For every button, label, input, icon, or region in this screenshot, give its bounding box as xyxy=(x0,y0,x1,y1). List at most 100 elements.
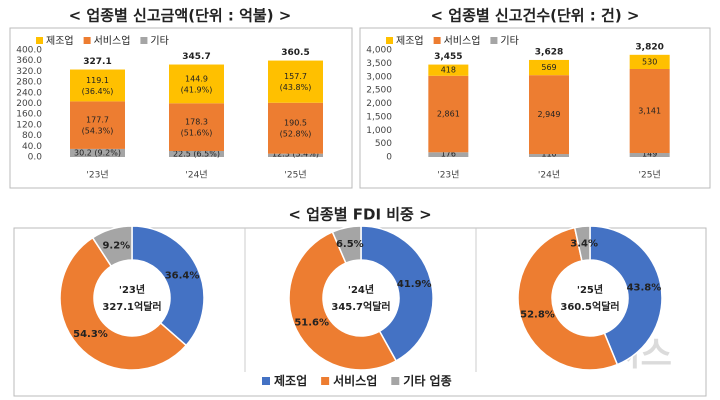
y-tick-label: 40.0 xyxy=(22,142,42,152)
donut-segment xyxy=(131,225,205,347)
bar-segment xyxy=(268,102,323,154)
value-label-line: (36.4%) xyxy=(82,86,114,95)
y-tick-label: 80.0 xyxy=(22,131,42,141)
donut-segment xyxy=(331,225,362,265)
center-title: '25년 xyxy=(577,283,603,296)
bar-segment xyxy=(529,154,569,157)
y-tick-label: 160.0 xyxy=(16,110,42,120)
x-tick-label: '24년 xyxy=(185,170,207,181)
bar-segment xyxy=(629,68,670,154)
donut-segment xyxy=(288,230,398,371)
value-label: 12.3 (3.4%) xyxy=(272,150,319,159)
value-label-line: 177.7 xyxy=(86,115,109,124)
x-tick-label: '25년 xyxy=(639,170,661,181)
value-label: 54.3% xyxy=(73,329,108,340)
value-label: 149 xyxy=(642,150,657,159)
center-label: 327.1억달러 xyxy=(102,300,161,313)
bar-segment xyxy=(70,148,125,157)
value-label-line: 178.3 xyxy=(185,117,208,126)
value-label-line: (43.8%) xyxy=(280,83,312,92)
legend-swatch xyxy=(36,37,43,44)
chart-title: < 업종별 신고금액(단위 : 억불) > xyxy=(69,7,292,25)
bar-segment xyxy=(529,75,569,155)
value-label: 530 xyxy=(642,57,657,66)
donut-segment xyxy=(59,236,188,371)
bar-segment xyxy=(428,64,469,76)
value-label: 9.2% xyxy=(102,240,130,251)
total-label: 327.1 xyxy=(83,57,111,67)
donut-segment xyxy=(360,225,434,362)
bar-segment xyxy=(70,101,125,149)
legend-swatch xyxy=(140,37,148,44)
bar-segment xyxy=(169,150,224,157)
bar-segment xyxy=(629,153,670,157)
value-label-line: (54.3%) xyxy=(82,126,114,135)
value-label: 30.2 (9.2%) xyxy=(74,148,121,157)
total-label: 3,820 xyxy=(635,42,663,52)
legend-label: 서비스업 xyxy=(94,34,131,47)
y-tick-label: 4,000 xyxy=(366,46,392,56)
total-label: 3,628 xyxy=(535,47,563,57)
value-label: 569 xyxy=(541,63,556,72)
value-label-line: (51.6%) xyxy=(181,128,213,137)
bar-segment xyxy=(428,152,469,157)
donut-segment xyxy=(517,226,619,371)
legend-label: 제조업 xyxy=(274,374,307,388)
value-label: 43.8% xyxy=(627,282,662,293)
legend-swatch xyxy=(83,37,91,44)
section-title: < 업종별 FDI 비중 > xyxy=(288,206,431,224)
value-label: 41.9% xyxy=(397,279,432,290)
chart-title: < 업종별 신고건수(단위 : 건) > xyxy=(431,7,640,25)
bar-segment xyxy=(629,54,670,69)
value-label: 178.3 (51.6%) xyxy=(181,117,213,137)
bar-segment xyxy=(268,60,323,103)
bar-segment xyxy=(428,75,469,153)
value-label: 3.4% xyxy=(570,238,598,249)
total-label: 3,455 xyxy=(434,52,462,62)
legend-label: 기타 xyxy=(150,35,168,47)
legend-swatch xyxy=(262,377,270,385)
legend-label: 제조업 xyxy=(396,34,424,47)
value-label: 144.9 (41.9%) xyxy=(181,74,213,94)
x-tick-label: '23년 xyxy=(437,170,459,181)
value-label: 2,949 xyxy=(538,110,561,119)
center-title: '24년 xyxy=(348,283,374,296)
y-tick-label: 2,000 xyxy=(366,99,392,109)
y-tick-label: 3,000 xyxy=(366,72,392,82)
legend-label: 서비스업 xyxy=(444,34,481,47)
y-tick-label: 240.0 xyxy=(16,88,42,98)
value-label-line: 157.7 xyxy=(284,72,307,81)
value-label: 22.5 (6.5%) xyxy=(173,149,220,158)
total-label: 360.5 xyxy=(281,48,309,58)
legend-label: 서비스업 xyxy=(333,373,377,388)
value-label: 52.8% xyxy=(520,309,555,320)
y-tick-label: 1,500 xyxy=(366,112,392,122)
legend-swatch xyxy=(433,37,441,44)
bar-segment xyxy=(70,69,125,102)
bar-segment xyxy=(169,103,224,151)
x-tick-label: '25년 xyxy=(284,170,306,181)
y-tick-label: 2,500 xyxy=(366,86,392,96)
legend-label: 기타 xyxy=(500,35,518,47)
center-label: 345.7억달러 xyxy=(331,300,390,313)
bar-segment xyxy=(169,64,224,104)
y-tick-label: 120.0 xyxy=(16,120,42,130)
value-label: 177.7 (54.3%) xyxy=(82,115,114,135)
y-tick-label: 3,500 xyxy=(366,59,392,69)
y-tick-label: 360.0 xyxy=(16,56,42,66)
donut-segment xyxy=(589,225,663,366)
y-tick-label: 0 xyxy=(386,153,392,163)
center-title: '23년 xyxy=(119,283,145,296)
bar-segment xyxy=(268,153,323,157)
value-label: 2,861 xyxy=(437,110,460,119)
value-label-line: 144.9 xyxy=(185,74,208,83)
total-label: 345.7 xyxy=(182,52,210,62)
y-tick-label: 1,000 xyxy=(366,126,392,136)
donut-segment xyxy=(91,225,133,268)
value-label: 190.5 (52.8%) xyxy=(280,118,312,138)
value-label: 119.1 (36.4%) xyxy=(82,75,114,95)
value-label: 157.7 (43.8%) xyxy=(280,72,312,92)
value-label: 3,141 xyxy=(638,107,661,116)
legend-swatch xyxy=(490,37,498,44)
x-tick-label: '23년 xyxy=(86,170,108,181)
